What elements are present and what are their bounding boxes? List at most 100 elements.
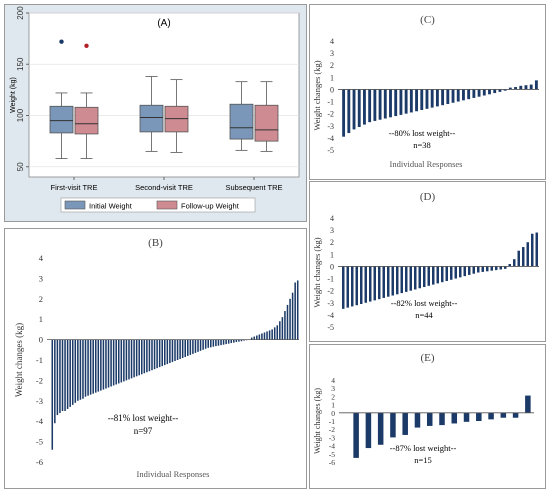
bar [61,339,64,411]
y-tick-label: -4 [327,134,334,143]
bar [71,339,74,405]
bar [276,325,279,340]
y-tick-label: 4 [39,253,44,263]
bar [94,339,97,393]
panel-d: (D) -5 -4 -3 -2 -1 0 1 2 3 4 Weight changes (kg) --8… [309,181,546,342]
bar [420,89,424,111]
y-tick-label: 150 [16,57,25,71]
bar [82,339,84,399]
box-initial [229,103,254,140]
bar [222,339,225,345]
y-tick-label: 0 [331,409,335,418]
panel-a: (A) 50 100 150 200 Weight (kg) First-visit TRE… [4,4,307,222]
bar [482,89,486,96]
y-tick-label: -1 [36,355,43,365]
y-tick-label: -1 [327,275,334,284]
bar [212,339,215,347]
bar [476,412,482,421]
bar [477,89,481,97]
bar [56,339,59,416]
legend-label: Initial Weight [89,202,133,211]
bar [130,339,133,379]
bar [446,89,450,104]
bar [436,266,439,284]
panel-e: (E) -6 -5 -4 -3 -2 -1 0 1 2 3 4 Weight changes (kg) -… [309,344,546,489]
bar [97,339,100,392]
bar [250,337,253,340]
bar [435,89,439,107]
bar [357,89,361,127]
annotation-percent: --80% lost weight-- [389,128,456,138]
y-tick-label: 0 [39,335,43,345]
bar [346,266,349,308]
bar [148,339,151,372]
bar [112,339,115,386]
bar [240,339,243,342]
bar [227,339,230,344]
bar [230,339,233,344]
chart-title: (C) [420,14,435,26]
bar [500,412,507,418]
y-tick-label: -6 [36,457,43,467]
bar [387,266,390,297]
bar [181,339,184,358]
bar [79,339,82,400]
bar [171,339,174,363]
y-tick-label: 3 [331,384,335,393]
chart-d-svg: (D) -5 -4 -3 -2 -1 0 1 2 3 4 Weight changes (kg) --8… [312,191,539,332]
bar [294,282,296,340]
y-tick-label: 3 [330,49,334,58]
y-tick-label: 4 [331,376,335,385]
bar [405,266,408,292]
bar [66,339,69,409]
y-tick-label: -4 [327,311,334,320]
box-initial [139,104,164,133]
y-tick-label: 1 [330,73,334,82]
y-tick-label: -4 [36,416,44,426]
bar [369,266,372,302]
bar [187,339,189,356]
chart-title: (D) [420,191,436,203]
y-tick-label: 100 [16,108,25,122]
bar [519,85,523,90]
bar [271,329,273,340]
bar [368,89,372,123]
annotation-n: n=15 [414,455,432,465]
annotation-percent: --81% lost weight-- [108,413,178,423]
y-tick-label: 200 [16,6,25,20]
y-tick-label: -1 [329,417,335,426]
bar [189,339,192,355]
y-axis-label: Weight changes (kg) [14,323,24,397]
bar [377,412,384,445]
bar [184,339,186,357]
bar [296,280,299,340]
legend-label: Follow-up Weight [181,202,240,211]
bar [439,412,445,426]
bar [289,298,291,340]
bar [445,266,448,281]
y-tick-label: -1 [327,98,334,107]
bar [409,266,412,291]
y-tick-label: -2 [36,375,43,385]
bar [364,266,367,303]
bar [459,266,462,278]
bar [342,266,345,309]
plot-area [28,12,300,178]
bar [414,266,417,290]
bar [51,339,54,450]
y-tick-label: 0 [330,85,334,94]
bar [451,412,458,424]
bar [409,89,413,113]
bar [102,339,105,390]
bar [353,412,359,458]
bar [204,339,207,349]
bar [517,250,520,267]
bar [365,412,372,449]
bar [456,89,460,102]
bar [504,266,507,269]
y-tick-label: -5 [329,450,335,459]
bar [495,266,498,271]
y-axis-label: Weight changes (kg) [312,237,322,307]
y-tick-label: 4 [330,214,334,223]
bar [199,339,202,351]
